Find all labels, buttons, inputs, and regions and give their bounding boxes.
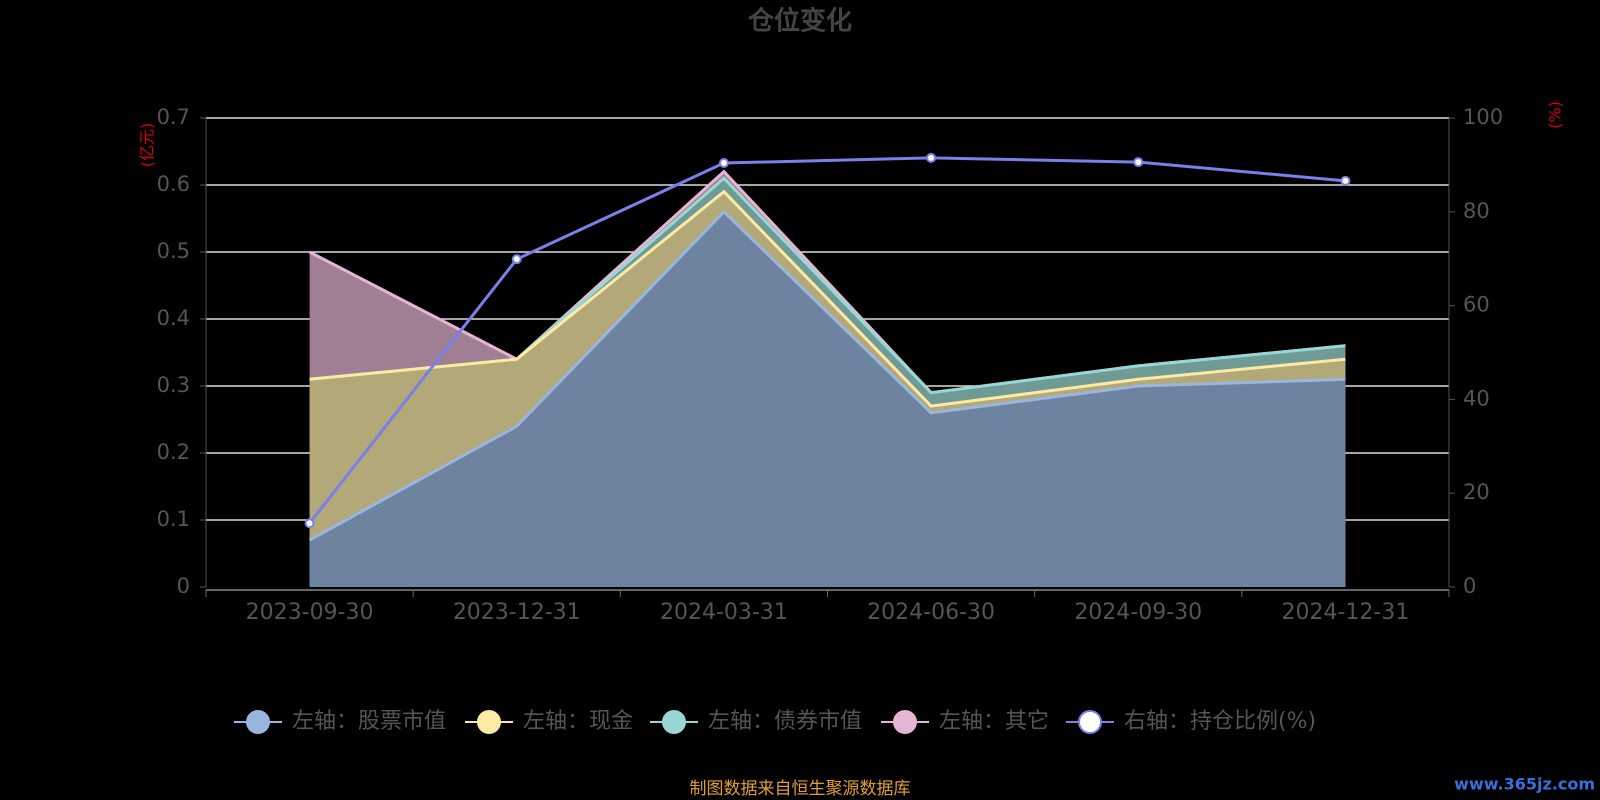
y2-tick-label: 40 (1463, 386, 1490, 410)
line-point (1340, 175, 1351, 186)
chart-title: 仓位变化 (747, 6, 852, 37)
y-tick-label: 0.2 (157, 440, 190, 464)
y2-tick-label: 20 (1463, 480, 1490, 504)
x-tick-label: 2024-09-30 (1074, 600, 1202, 625)
legend-marker (1078, 710, 1102, 734)
legend-label: 右轴：持仓比例(%) (1124, 709, 1316, 734)
x-tick-label: 2023-12-31 (453, 600, 581, 625)
line-point (511, 254, 522, 265)
x-tick-label: 2024-06-30 (867, 600, 995, 625)
x-tick-label: 2024-12-31 (1281, 600, 1409, 625)
x-tick-label: 2024-03-31 (660, 600, 788, 625)
y-tick-label: 0.3 (157, 373, 190, 397)
line-point (304, 518, 315, 529)
y-tick-label: 0 (177, 574, 190, 598)
y-tick-label: 0.4 (157, 306, 190, 330)
line-point (718, 158, 729, 169)
line-point (926, 152, 937, 163)
y-tick-label: 0.7 (157, 105, 190, 129)
y-tick-label: 0.5 (157, 239, 190, 263)
legend-marker (477, 710, 501, 734)
y-tick-label: 0.1 (157, 507, 190, 531)
y-tick-label: 0.6 (157, 172, 190, 196)
line (308, 156, 1346, 525)
y2-axis-label: (%) (1546, 101, 1565, 129)
line-point (1133, 157, 1144, 168)
area-line (308, 209, 1346, 542)
y2-tick-label: 100 (1463, 105, 1503, 129)
legend-marker (246, 710, 270, 734)
legend-label: 左轴：现金 (523, 709, 633, 734)
legend-marker (662, 710, 686, 734)
y-axis-label: (亿元) (138, 123, 157, 168)
y2-tick-label: 80 (1463, 199, 1490, 223)
x-tick-label: 2023-09-30 (246, 600, 374, 625)
legend-label: 左轴：其它 (939, 709, 1049, 734)
area-line (309, 189, 1346, 408)
legend-label: 左轴：股票市值 (292, 709, 446, 734)
y2-tick-label: 60 (1463, 293, 1490, 317)
legend-marker (893, 710, 917, 734)
y2-tick-label: 0 (1463, 574, 1476, 598)
area (309, 211, 1346, 588)
watermark: www.365jz.com (1454, 775, 1595, 794)
legend-label: 左轴：债券市值 (708, 709, 862, 734)
source-note: 制图数据来自恒生聚源数据库 (690, 779, 911, 799)
